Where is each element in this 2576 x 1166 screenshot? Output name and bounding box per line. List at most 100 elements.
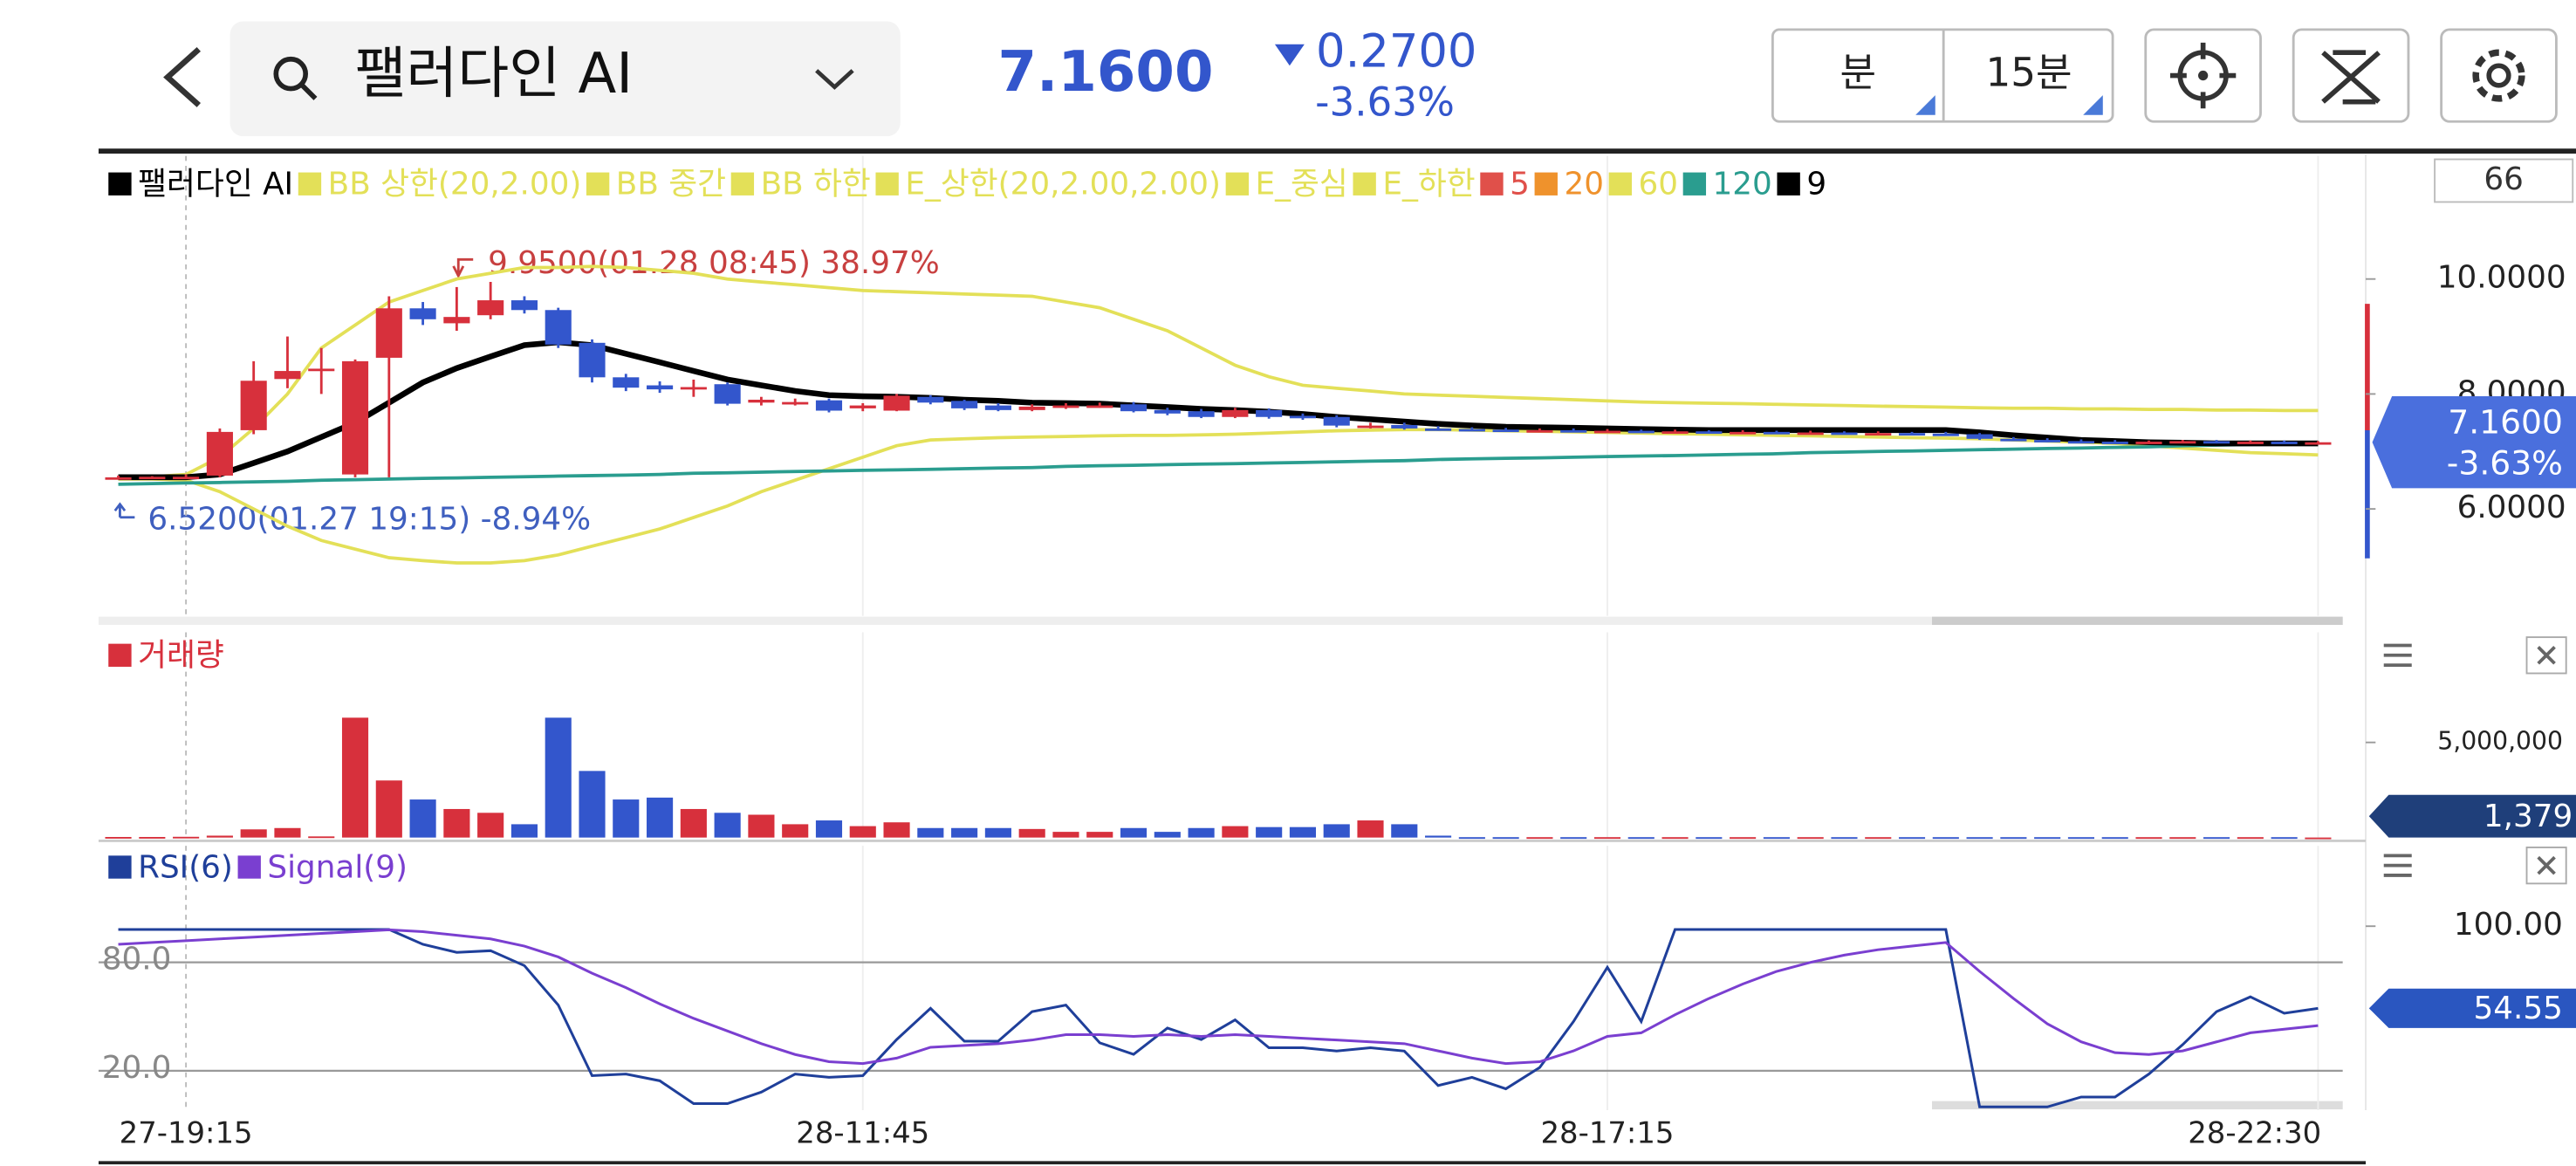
high-annotation: 9.9500(01.28 08:45) 38.97% [488, 245, 940, 281]
volume-bar [1661, 837, 1689, 840]
volume-bar [2101, 837, 2128, 840]
candle-body [613, 377, 640, 388]
x-tick-label: 28-11:45 [796, 1116, 929, 1150]
rsi-tag [2368, 988, 2576, 1028]
candle-body [1593, 430, 1621, 434]
volume-bar [1492, 837, 1519, 840]
menu-icon[interactable] [2383, 643, 2412, 667]
volume-bar [1458, 837, 1485, 840]
candle-body [1492, 429, 1519, 433]
candle-body [1289, 415, 1317, 419]
candle-body [443, 317, 470, 324]
candle-count: 66 [2484, 161, 2524, 197]
volume-bar [1763, 837, 1790, 840]
volume-bar [748, 814, 775, 838]
candle-body [1763, 431, 1790, 435]
volume-bar [1222, 826, 1249, 838]
volume-bar [240, 829, 267, 838]
candle-body [849, 405, 876, 408]
volume-bar [2271, 837, 2298, 840]
legend-swatch [875, 172, 899, 195]
candle-body [1831, 432, 1858, 436]
corner-mark [1915, 95, 1935, 115]
search-box[interactable] [230, 21, 901, 137]
volume-bar [206, 835, 233, 838]
settings-icon [2472, 49, 2525, 102]
candle-body [1932, 433, 1959, 436]
legend-label: BB 상한(20,2.00) [328, 167, 582, 202]
candle-body [105, 477, 132, 480]
candle-body [1526, 429, 1553, 433]
candle-body [2101, 442, 2128, 444]
candle-body [984, 405, 1011, 410]
candle-body [1560, 429, 1587, 433]
volume-bar [1560, 837, 1587, 840]
volume-bar [2034, 837, 2061, 840]
dropdown-icon[interactable] [815, 69, 854, 90]
menu-icon[interactable] [2383, 854, 2412, 877]
volume-bar [443, 808, 470, 838]
back-button[interactable] [163, 46, 201, 107]
y-tick-label: 6.0000 [2457, 490, 2566, 525]
volume-bar [1323, 824, 1350, 838]
candle-body [748, 400, 775, 403]
candle-body [2135, 442, 2162, 444]
candle-body [274, 371, 301, 380]
candle-body [477, 300, 504, 316]
legend-label: BB 하한 [761, 167, 871, 202]
candle-body [647, 385, 674, 390]
candle-body [883, 395, 910, 411]
volume-bar [647, 797, 674, 838]
candle-body [714, 384, 741, 404]
legend-swatch [1534, 172, 1558, 195]
y-tick-label: 80.0 [102, 942, 172, 977]
volume-bar [2237, 837, 2264, 840]
candle-body [510, 300, 538, 311]
legend-label: E_상한(20,2.00,2.00) [905, 167, 1221, 202]
volume-bar [1932, 837, 1959, 840]
candle-body [1797, 432, 1824, 436]
volume-bar [1966, 837, 1993, 840]
volume-bar [984, 827, 1011, 838]
candle-body [1188, 411, 1215, 417]
settings-button[interactable] [2440, 28, 2558, 123]
volume-bar [849, 826, 876, 838]
volume-bar [2203, 837, 2230, 840]
legend-label: 60 [1639, 167, 1679, 202]
volume-bar [1154, 832, 1181, 838]
candle-body [1730, 431, 1757, 435]
volume-bar [815, 820, 843, 838]
current-price: 7.1600 [998, 40, 1214, 105]
candle-body [308, 368, 335, 372]
y-tick-label: 100.00 [2454, 907, 2563, 943]
rsi-line [118, 928, 2319, 1066]
candle-body [206, 431, 233, 476]
candle-body [1661, 431, 1689, 435]
volume-bar [1052, 832, 1079, 838]
candle-body [951, 401, 978, 408]
legend-swatch [1777, 172, 1800, 195]
corner-mark [2083, 95, 2103, 115]
candle-body [1018, 406, 1045, 410]
candle-body [2034, 440, 2061, 442]
volume-bar [579, 771, 606, 838]
legend-label: Signal(9) [267, 849, 408, 885]
search-icon [300, 83, 318, 100]
volume-bar [308, 836, 335, 839]
volume-bar [1593, 837, 1621, 840]
volume-bar [409, 799, 436, 838]
volume-bar [545, 717, 572, 838]
legend-label: BB 중간 [616, 167, 726, 202]
candle-body [1627, 430, 1655, 434]
candle-body [1391, 424, 1418, 429]
volume-bar [477, 813, 504, 838]
volume-bar [1391, 824, 1418, 838]
volume-bar [1018, 828, 1045, 838]
candle-body [341, 360, 369, 475]
volume-bar [1256, 826, 1283, 838]
period-button[interactable]: 15분 [1986, 50, 2072, 96]
candle-body [1458, 429, 1485, 432]
period-unit-button[interactable]: 분 [1840, 50, 1877, 96]
